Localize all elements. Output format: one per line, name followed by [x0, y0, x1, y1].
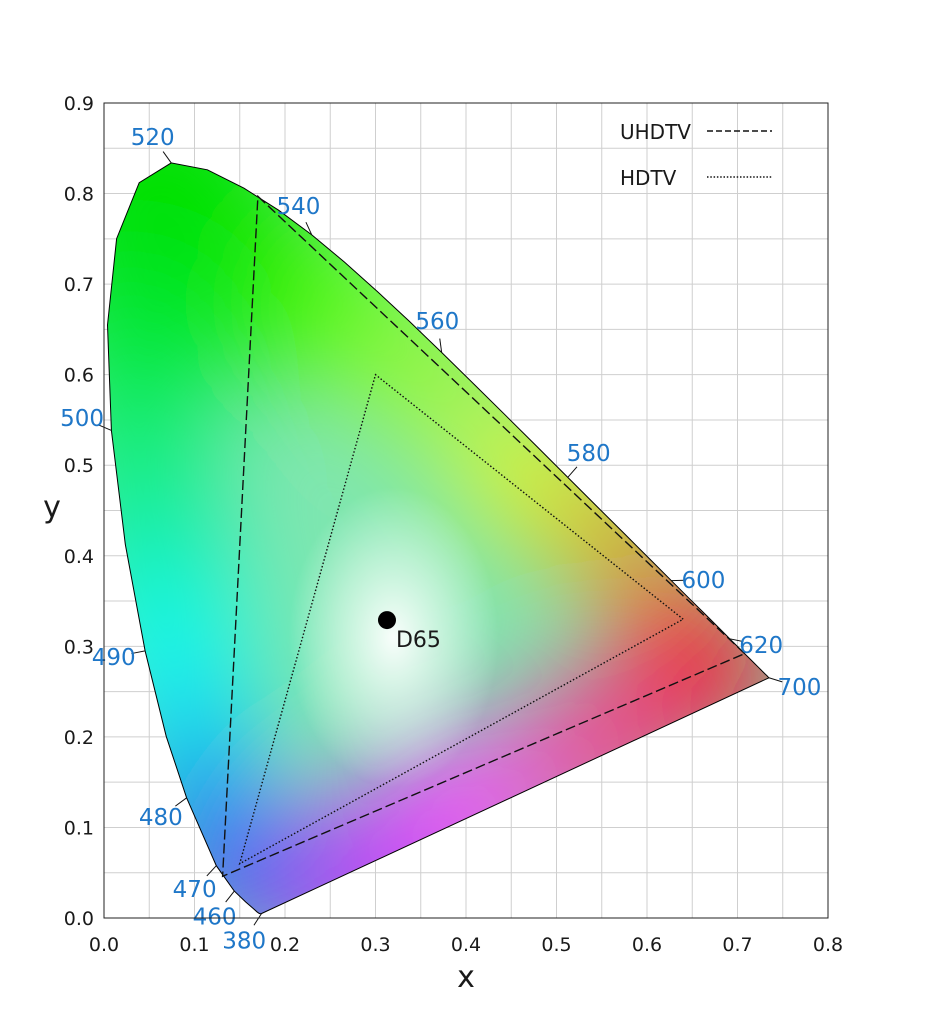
plot-frame — [103, 102, 829, 919]
legend: UHDTV HDTV — [620, 120, 772, 190]
y-tick-label: 0.8 — [64, 184, 94, 206]
gamut-triangle-uhdtv — [221, 194, 746, 878]
white-region — [288, 487, 499, 788]
gamut-triangles — [221, 194, 746, 878]
y-tick-label: 0.2 — [64, 727, 94, 749]
wavelength-label-480: 480 — [139, 805, 183, 831]
x-tick-label: 0.4 — [451, 934, 481, 956]
y-tick-label: 0.1 — [64, 817, 94, 839]
wavelength-label-620: 620 — [739, 633, 783, 659]
wavelength-label-520: 520 — [131, 125, 175, 151]
wavelength-tick — [439, 338, 443, 353]
x-tick-label: 0.8 — [813, 934, 843, 956]
wavelength-label-700: 700 — [778, 675, 822, 701]
wavelength-label-560: 560 — [415, 309, 459, 335]
wavelength-label-380: 380 — [222, 928, 266, 954]
legend-label-uhdtv: UHDTV — [620, 120, 691, 144]
legend-label-hdtv: HDTV — [620, 166, 677, 190]
spectral-locus — [106, 162, 770, 915]
locus-color-blobs — [107, 162, 769, 914]
x-tick-label: 0.5 — [541, 934, 571, 956]
y-tick-label: 0.3 — [64, 636, 94, 658]
wavelength-tick — [768, 677, 783, 683]
wavelength-tick — [305, 222, 313, 236]
wavelength-tick — [98, 424, 112, 431]
locus-color-blob — [728, 646, 769, 701]
x-tick-label: 0.7 — [722, 934, 752, 956]
y-tick-label: 0.0 — [64, 908, 94, 930]
white-point-marker — [377, 611, 396, 630]
locus-color-blob — [212, 854, 304, 914]
wavelength-tick — [729, 638, 744, 643]
wavelength-label-580: 580 — [567, 441, 611, 467]
axes: 0.0 0.1 0.2 0.3 0.4 0.5 0.6 0.7 0.8 0.0 0.1 0.2 0.3 0… — [64, 93, 843, 956]
wavelength-label-500: 500 — [60, 406, 104, 432]
y-tick-label: 0.6 — [64, 365, 94, 387]
gamut-triangle-hdtv — [238, 373, 685, 866]
x-tick-label: 0.2 — [270, 934, 300, 956]
locus-color-blob — [107, 410, 213, 556]
wavelength-label-460: 460 — [193, 904, 237, 930]
white-point-label: D65 — [396, 628, 441, 653]
locus-color-blob — [107, 275, 213, 439]
wavelength-label-540: 540 — [276, 194, 320, 220]
white-point: D65 — [377, 611, 441, 653]
x-tick-label: 0.6 — [632, 934, 662, 956]
wavelength-label-470: 470 — [173, 877, 217, 903]
wavelength-tick — [225, 890, 235, 903]
x-tick-label: 0.1 — [179, 934, 209, 956]
y-tick-label: 0.5 — [64, 455, 94, 477]
y-tick-label: 0.9 — [64, 93, 94, 115]
wavelength-tick — [206, 865, 217, 877]
wavelength-tick — [162, 151, 172, 164]
wavelength-tick — [253, 913, 262, 926]
x-tick-label: 0.0 — [89, 934, 119, 956]
wavelength-tick — [175, 797, 187, 807]
y-tick-label: 0.7 — [64, 274, 94, 296]
wavelength-tick — [567, 466, 578, 478]
wavelength-label-490: 490 — [92, 645, 136, 671]
y-tick-label: 0.4 — [64, 546, 94, 568]
x-axis-label: x — [457, 960, 475, 995]
x-tick-label: 0.3 — [360, 934, 390, 956]
wavelength-label-600: 600 — [681, 568, 725, 594]
spectral-locus-outline — [106, 162, 770, 915]
wavelength-tick — [131, 650, 146, 655]
y-axis-label: y — [43, 490, 61, 525]
